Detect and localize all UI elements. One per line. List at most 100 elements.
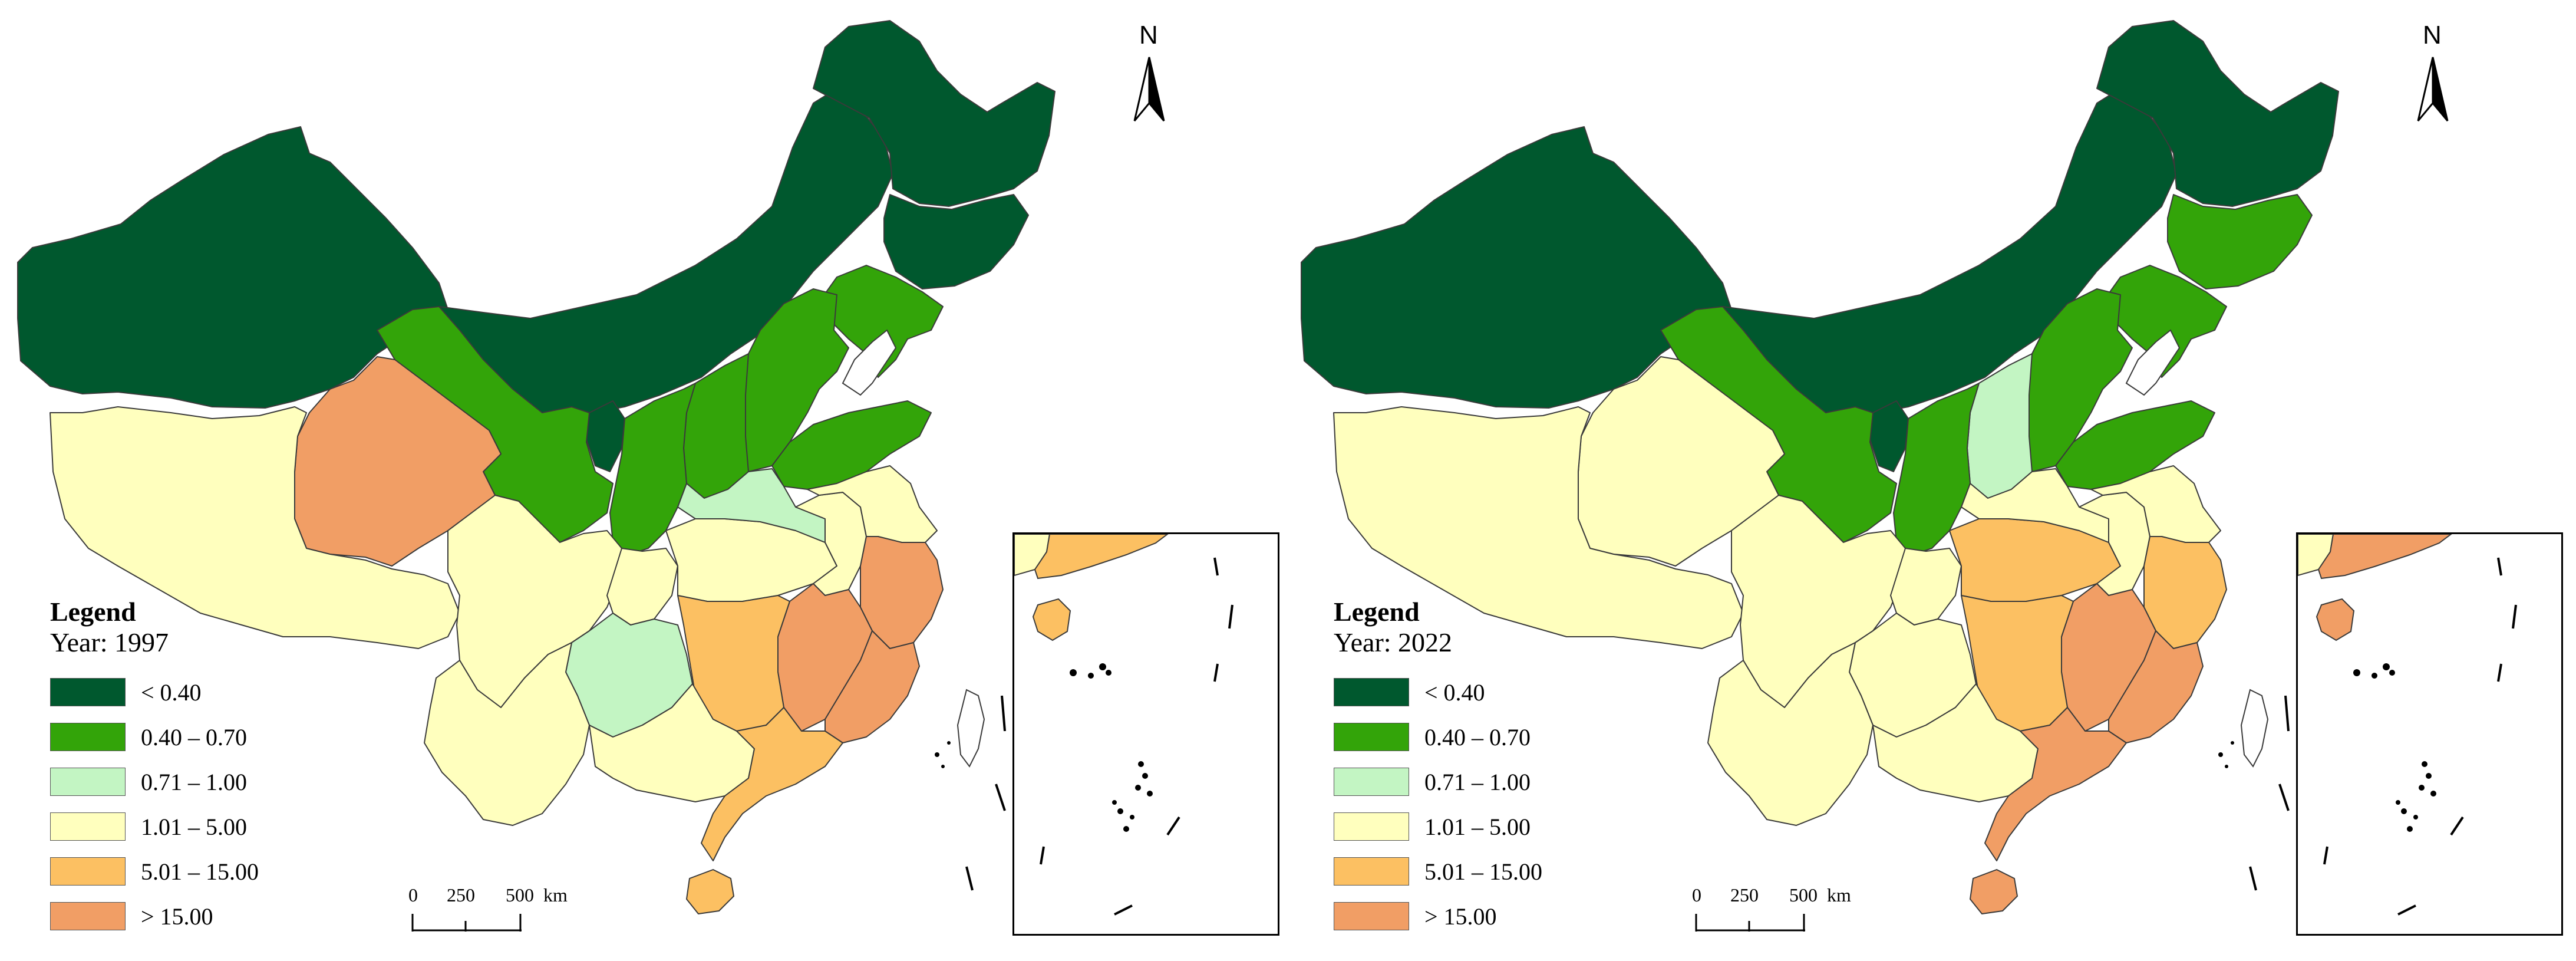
legend-swatch [1334,768,1409,796]
province-shaanxi [1893,383,1980,555]
province-jilin [2167,194,2313,289]
legend-item-label: 1.01 – 5.00 [1424,813,1531,840]
coastal-islands [2218,741,2234,768]
legend-item-label: 0.40 – 0.70 [141,723,247,751]
province-xinjiang [1301,126,1732,409]
inset-region-island [1032,598,1071,641]
province-guangdong [1984,707,2127,861]
legend-item-label: 0.40 – 0.70 [1424,723,1531,751]
scale-bar-line [411,914,522,932]
legend-year: Year: 2022 [1334,627,1453,657]
province-yunnan [424,642,590,826]
legend-swatch [50,678,126,706]
inset-region-island [2316,598,2355,641]
inset-islands [2323,557,2517,916]
north-arrow-icon [2417,57,2449,121]
legend-swatch [50,768,126,796]
scale-tick-500: 500 [506,884,534,906]
legend-item: > 15.00 [1334,894,1542,939]
scale-tick-500: 500 [1789,884,1818,906]
map-panel-2022: Legend Year: 2022 < 0.40 0.40 – 0.70 0.7… [1284,0,2571,961]
legend-item: 5.01 – 15.00 [1334,849,1542,894]
north-arrow: N [1123,21,1176,130]
inset-region-mainland [1034,534,1169,580]
legend-item: 1.01 – 5.00 [1334,804,1542,849]
legend-swatch [50,902,126,930]
province-boundaries [1301,20,2339,914]
legend-swatch [1334,902,1409,930]
legend-item-label: 5.01 – 15.00 [141,858,259,885]
map-panel-1997: Legend Year: 1997 < 0.40 0.40 – 0.70 0.7… [17,20,1279,939]
legend-swatch [1334,723,1409,751]
province-tibet [1333,406,1744,649]
legend-swatch [50,812,126,841]
legend-item: < 0.40 [1334,670,1542,715]
legend-item: > 15.00 [50,894,259,939]
scale-tick-250: 250 [447,884,475,906]
province-xinjiang [17,126,448,409]
legend-item: 1.01 – 5.00 [50,804,259,849]
province-heilongjiang [2096,20,2339,207]
province-hainan [1970,869,2018,914]
inset-islands [1040,557,1233,916]
legend-item-label: > 15.00 [1424,903,1497,930]
legend-item-label: 0.71 – 1.00 [1424,768,1531,795]
south-china-sea-inset [2296,532,2563,936]
scale-tick-250: 250 [1730,884,1759,906]
legend-swatch [1334,678,1409,706]
legend-item-label: < 0.40 [1424,679,1485,706]
legend-title: Legend [1334,597,1420,627]
coastal-islands [935,741,951,768]
legend-item-label: 0.71 – 1.00 [141,768,247,795]
scale-tick-0: 0 [1692,884,1701,906]
legend-item: 0.71 – 1.00 [1334,759,1542,804]
legend-item: 0.40 – 0.70 [50,715,259,759]
province-tibet [50,406,460,649]
scale-bar: 0 250 500 km [1690,884,1879,937]
province-chongqing [606,548,678,626]
bohai-sea [842,329,897,396]
legend-item: 5.01 – 15.00 [50,849,259,894]
province-boundaries [17,20,1056,914]
taiwan-island [2240,689,2269,768]
legend-title: Legend [50,597,136,627]
scale-bar: 0 250 500 km [407,884,595,937]
province-shaanxi [609,383,696,555]
scale-unit: km [543,884,568,906]
legend-item-label: 5.01 – 15.00 [1424,858,1542,885]
taiwan-island [956,689,985,768]
legend-item: 0.40 – 0.70 [1334,715,1542,759]
china-map [1301,20,2339,914]
province-fujian [824,630,920,743]
china-map [17,20,1056,914]
map-legend: Legend Year: 1997 < 0.40 0.40 – 0.70 0.7… [50,597,259,939]
map-legend: Legend Year: 2022 < 0.40 0.40 – 0.70 0.7… [1334,597,1542,939]
province-hainan [686,869,734,914]
province-heilongjiang [813,20,1056,207]
inset-region-mainland [2317,534,2452,580]
legend-swatch [50,723,126,751]
legend-item: 0.71 – 1.00 [50,759,259,804]
legend-item-label: < 0.40 [141,679,202,706]
bohai-sea [2125,329,2181,396]
north-label: N [2423,21,2442,50]
maritime-boundary-lines [965,695,1006,891]
legend-year: Year: 1997 [50,627,169,657]
province-ningxia [1869,400,1909,472]
legend-items: < 0.40 0.40 – 0.70 0.71 – 1.00 1.01 – 5.… [50,670,259,939]
south-china-sea-inset [1012,532,1279,936]
legend-items: < 0.40 0.40 – 0.70 0.71 – 1.00 1.01 – 5.… [1334,670,1542,939]
province-jilin [883,194,1029,289]
province-ningxia [586,400,625,472]
north-label: N [1139,21,1158,50]
scale-unit: km [1827,884,1851,906]
province-yunnan [1707,642,1874,826]
maritime-boundary-lines [2249,695,2290,891]
scale-bar-line [1695,914,1805,932]
inset-map [1014,534,1233,916]
north-arrow-icon [1133,57,1165,121]
scale-tick-0: 0 [408,884,418,906]
north-arrow: N [2406,21,2459,130]
legend-swatch [50,857,126,886]
legend-swatch [1334,857,1409,886]
